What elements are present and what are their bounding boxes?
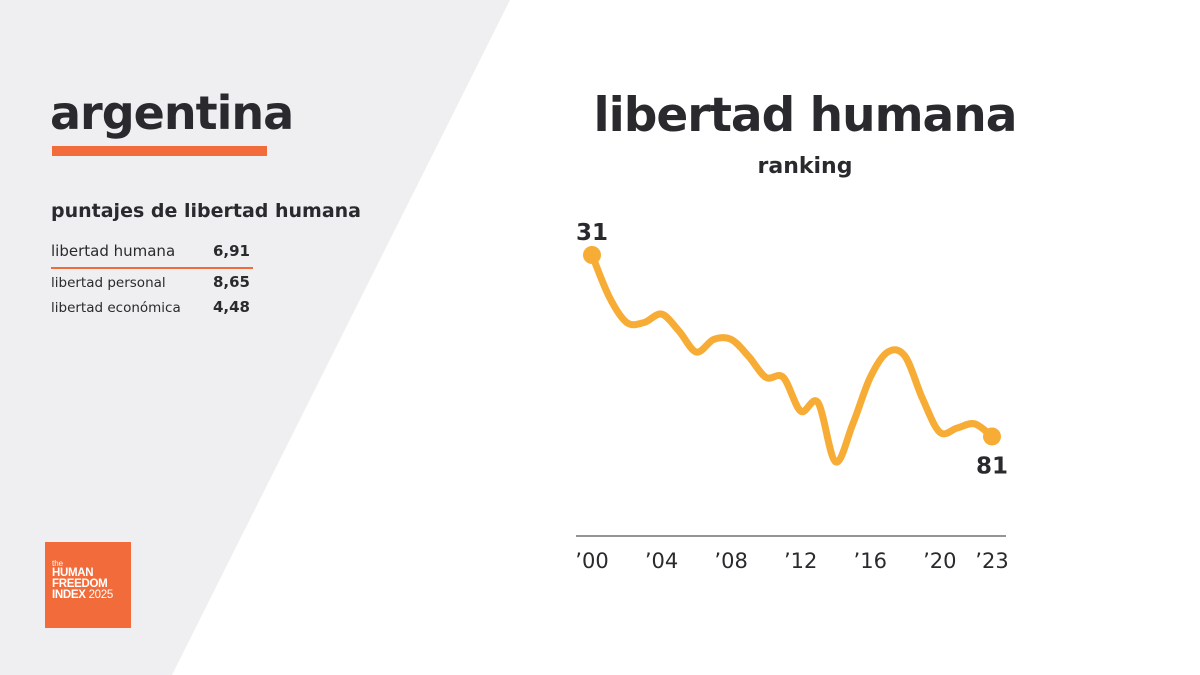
x-tick-label: ’00 bbox=[575, 549, 608, 573]
logo-line-2: FREEDOM bbox=[52, 578, 108, 590]
logo-line-3: INDEX 2025 bbox=[52, 589, 131, 601]
end-point-label: 81 bbox=[976, 453, 1008, 479]
score-row-libertad-personal: libertad personal 8,65 bbox=[51, 273, 253, 298]
logo-line-1: HUMAN bbox=[52, 567, 94, 579]
logo-the: the bbox=[52, 559, 64, 568]
human-freedom-index-logo: the HUMAN FREEDOM INDEX 2025 bbox=[45, 542, 131, 628]
score-label: libertad humana bbox=[51, 242, 176, 260]
chart-subtitle: ranking bbox=[757, 154, 853, 179]
x-tick-label: ’23 bbox=[975, 549, 1008, 573]
scores-table: libertad humana 6,91 libertad personal 8… bbox=[51, 242, 253, 323]
start-point-marker bbox=[583, 246, 601, 264]
chart-title: libertad humana bbox=[593, 88, 1018, 143]
x-tick-label: ’12 bbox=[784, 549, 817, 573]
x-tick-label: ’04 bbox=[645, 549, 678, 573]
scores-heading: puntajes de libertad humana bbox=[51, 200, 362, 222]
score-value: 6,91 bbox=[212, 242, 250, 260]
score-row-libertad-economica: libertad económica 4,48 bbox=[51, 298, 253, 323]
ranking-series-line bbox=[588, 251, 996, 466]
score-value: 8,65 bbox=[212, 273, 250, 291]
country-title: argentina bbox=[50, 86, 294, 140]
end-point-marker bbox=[983, 427, 1001, 446]
x-tick-label: ’20 bbox=[923, 549, 956, 573]
country-underline bbox=[52, 146, 267, 156]
logo-index: INDEX bbox=[52, 589, 86, 601]
score-row-libertad-humana: libertad humana 6,91 bbox=[51, 242, 253, 269]
score-label: libertad personal bbox=[51, 275, 166, 291]
start-point-label: 31 bbox=[576, 220, 608, 246]
logo-year: 2025 bbox=[88, 589, 114, 601]
score-label: libertad económica bbox=[51, 300, 181, 316]
score-value: 4,48 bbox=[212, 298, 250, 316]
x-tick-label: ’16 bbox=[854, 549, 887, 573]
x-tick-label: ’08 bbox=[714, 549, 747, 573]
